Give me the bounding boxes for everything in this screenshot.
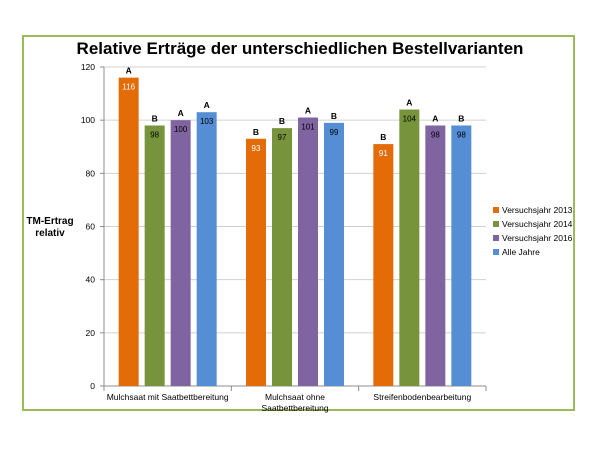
- significance-label: A: [204, 100, 210, 110]
- significance-label: A: [305, 106, 311, 116]
- significance-label: B: [380, 132, 386, 142]
- legend-swatch: [493, 235, 499, 241]
- legend-swatch: [493, 207, 499, 213]
- bar: [272, 128, 292, 386]
- x-category-label: Saatbettbereitung: [261, 403, 328, 413]
- y-axis-label-line-2: relativ: [35, 228, 65, 239]
- significance-label: B: [458, 113, 464, 123]
- bar-value-label: 99: [330, 128, 339, 137]
- y-tick-label: 120: [81, 62, 95, 72]
- y-tick-label: 80: [86, 168, 96, 178]
- bar: [298, 117, 318, 386]
- y-tick-label: 0: [90, 381, 95, 391]
- bar: [451, 125, 472, 386]
- legend: Versuchsjahr 2013 Versuchsjahr 2014 Versuc…: [493, 205, 573, 257]
- bar-value-label: 91: [379, 149, 388, 158]
- x-category-label: Streifenbodenbearbeitung: [373, 392, 471, 402]
- bar-value-label: 100: [174, 125, 188, 134]
- x-category-label: Mulchsaat ohne: [265, 392, 325, 402]
- significance-label: A: [432, 113, 438, 123]
- y-axis-label-line-1: TM-Ertrag: [26, 216, 73, 227]
- chart-title: Relative Erträge der unterschiedlichen B…: [77, 39, 524, 58]
- bar: [196, 112, 217, 387]
- plot-area: 0 20 40 60 80 100 120 116 A 98 B 100 A 103 A Mulchsaat …: [81, 62, 487, 413]
- significance-label: B: [331, 111, 337, 121]
- x-category-label: Mulchsaat mit Saatbettbereitung: [107, 392, 229, 402]
- significance-label: B: [279, 116, 285, 126]
- bar-value-label: 116: [122, 83, 135, 92]
- bar: [425, 125, 446, 386]
- bar-value-label: 101: [301, 123, 315, 132]
- bar: [118, 77, 139, 386]
- bar: [246, 138, 266, 386]
- legend-label: Versuchsjahr 2013: [502, 205, 573, 215]
- bar: [324, 122, 344, 386]
- bar-value-label: 98: [431, 130, 440, 139]
- significance-label: A: [126, 66, 132, 76]
- legend-label: Versuchsjahr 2016: [502, 233, 573, 243]
- bar: [170, 120, 191, 387]
- legend-swatch: [493, 221, 499, 227]
- legend-swatch: [493, 249, 499, 255]
- bar: [373, 144, 394, 386]
- legend-label: Versuchsjahr 2014: [502, 219, 573, 229]
- significance-label: B: [152, 113, 158, 123]
- significance-label: A: [406, 98, 412, 108]
- significance-label: A: [178, 108, 184, 118]
- y-tick-label: 40: [86, 275, 96, 285]
- bar-value-label: 104: [403, 115, 417, 124]
- y-tick-label: 60: [86, 222, 96, 232]
- bar-value-label: 93: [252, 144, 261, 153]
- bar-value-label: 98: [150, 130, 159, 139]
- bar-value-label: 97: [278, 133, 287, 142]
- bar: [399, 109, 420, 387]
- bar-value-label: 98: [457, 130, 466, 139]
- legend-label: Alle Jahre: [502, 247, 540, 257]
- bar-value-label: 103: [200, 117, 214, 126]
- bar: [144, 125, 165, 386]
- significance-label: B: [253, 127, 259, 137]
- y-tick-label: 100: [81, 115, 95, 125]
- y-tick-label: 20: [86, 328, 96, 338]
